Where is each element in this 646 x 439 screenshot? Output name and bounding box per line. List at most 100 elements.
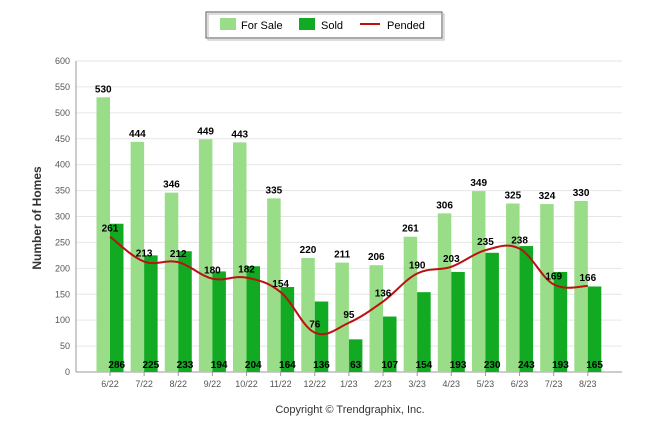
legend-shadow — [207, 13, 445, 41]
grid — [76, 60, 622, 347]
data-label-pended: 261 — [102, 224, 119, 235]
x-tick-label: 3/23 — [408, 379, 426, 389]
bar-for-sale — [267, 198, 281, 372]
data-label-for-sale: 330 — [573, 188, 590, 199]
bar-sold — [212, 271, 226, 372]
data-label-pended: 212 — [170, 249, 187, 260]
data-label-sold: 193 — [450, 360, 467, 371]
data-label-sold: 230 — [484, 360, 501, 371]
bar-sold — [451, 271, 465, 372]
bar-sold — [348, 339, 363, 372]
data-label-sold: 136 — [313, 360, 330, 371]
data-label-pended: 95 — [343, 310, 355, 321]
data-label-pended: 154 — [272, 279, 289, 290]
data-label-for-sale: 306 — [436, 200, 453, 211]
bar-for-sale — [471, 191, 486, 372]
bar-sold — [485, 252, 499, 372]
legend-label-sold: Sold — [321, 20, 343, 32]
y-tick-label: 300 — [55, 212, 70, 222]
data-label-pended: 190 — [409, 261, 426, 272]
bar-for-sale — [198, 139, 213, 372]
data-label-pended: 166 — [579, 273, 596, 284]
data-label-for-sale: 211 — [334, 250, 351, 261]
x-tick-label: 5/23 — [477, 379, 495, 389]
data-label-for-sale: 220 — [300, 245, 317, 256]
data-label-for-sale: 324 — [539, 191, 556, 202]
bar-sold — [144, 255, 158, 372]
x-tick-label: 6/23 — [511, 379, 529, 389]
legend-label-pended: Pended — [387, 20, 425, 32]
bar-sold — [178, 251, 192, 372]
x-tick-label: 1/23 — [340, 379, 358, 389]
y-tick-label: 550 — [55, 82, 70, 92]
data-label-for-sale: 443 — [231, 129, 248, 140]
data-label-sold: 194 — [211, 360, 228, 371]
data-label-pended: 76 — [309, 320, 321, 331]
data-label-for-sale: 206 — [368, 252, 385, 263]
data-label-sold: 164 — [279, 360, 296, 371]
y-tick-label: 400 — [55, 160, 70, 170]
x-tick-label: 8/22 — [169, 379, 187, 389]
data-label-sold: 233 — [177, 360, 194, 371]
data-label-pended: 169 — [545, 271, 562, 282]
data-label-for-sale: 444 — [129, 129, 146, 140]
x-tick-label: 8/23 — [579, 379, 597, 389]
legend: For Sale Sold Pended — [205, 11, 445, 41]
bar-for-sale — [540, 204, 554, 372]
data-label-for-sale: 335 — [266, 185, 283, 196]
x-tick-label: 9/22 — [204, 379, 222, 389]
data-label-pended: 182 — [238, 265, 255, 276]
x-tick-label: 10/22 — [235, 379, 258, 389]
data-label-pended: 180 — [204, 266, 221, 277]
bar-for-sale — [437, 213, 452, 372]
legend-swatch-sold — [299, 18, 315, 30]
x-tick-label: 2/23 — [374, 379, 392, 389]
data-label-pended: 203 — [443, 254, 460, 265]
y-axis-title: Number of Homes — [30, 166, 44, 270]
bars — [96, 97, 602, 373]
data-label-sold: 154 — [416, 360, 433, 371]
y-tick-label: 150 — [55, 289, 70, 299]
x-tick-label: 6/22 — [101, 379, 119, 389]
y-tick-label: 450 — [55, 134, 70, 144]
bar-sold — [383, 316, 397, 372]
y-tick-label: 350 — [55, 186, 70, 196]
bar-sold — [110, 223, 124, 372]
y-tick-label: 0 — [65, 367, 70, 377]
data-label-sold: 225 — [143, 360, 160, 371]
pended-line — [109, 235, 588, 336]
x-tick-label: 12/22 — [304, 379, 327, 389]
bar-for-sale — [233, 142, 247, 372]
legend-label-for-sale: For Sale — [241, 20, 283, 32]
y-tick-label: 100 — [55, 315, 70, 325]
x-tick-label: 4/23 — [443, 379, 461, 389]
bar-for-sale — [301, 257, 315, 372]
x-tick-label: 7/22 — [135, 379, 153, 389]
bar-sold — [553, 271, 568, 372]
bar-for-sale — [403, 236, 418, 372]
x-tick-label: 11/22 — [270, 379, 292, 389]
bar-sold — [280, 286, 295, 372]
data-labels: 530 286 261 444 225 213 346 233 212 449 194 180 443 2… — [95, 84, 603, 371]
bar-sold — [417, 292, 431, 372]
bar-for-sale — [164, 192, 179, 372]
legend-box — [205, 11, 443, 39]
bar-for-sale — [369, 265, 384, 372]
y-tick-label: 500 — [55, 108, 70, 118]
pended-line-path — [109, 235, 588, 336]
x-tick-label: 7/23 — [545, 379, 563, 389]
data-label-for-sale: 349 — [470, 178, 487, 189]
data-label-for-sale: 346 — [163, 180, 180, 191]
data-label-for-sale: 530 — [95, 84, 112, 95]
data-label-for-sale: 261 — [402, 224, 419, 235]
legend-swatch-for-sale — [220, 18, 236, 30]
bar-sold — [246, 266, 261, 372]
y-tick-label: 200 — [55, 263, 70, 273]
bar-for-sale — [96, 97, 110, 373]
bar-sold — [519, 246, 534, 372]
data-label-sold: 165 — [586, 360, 603, 371]
y-tick-label: 600 — [55, 56, 70, 66]
bar-sold — [314, 301, 329, 372]
